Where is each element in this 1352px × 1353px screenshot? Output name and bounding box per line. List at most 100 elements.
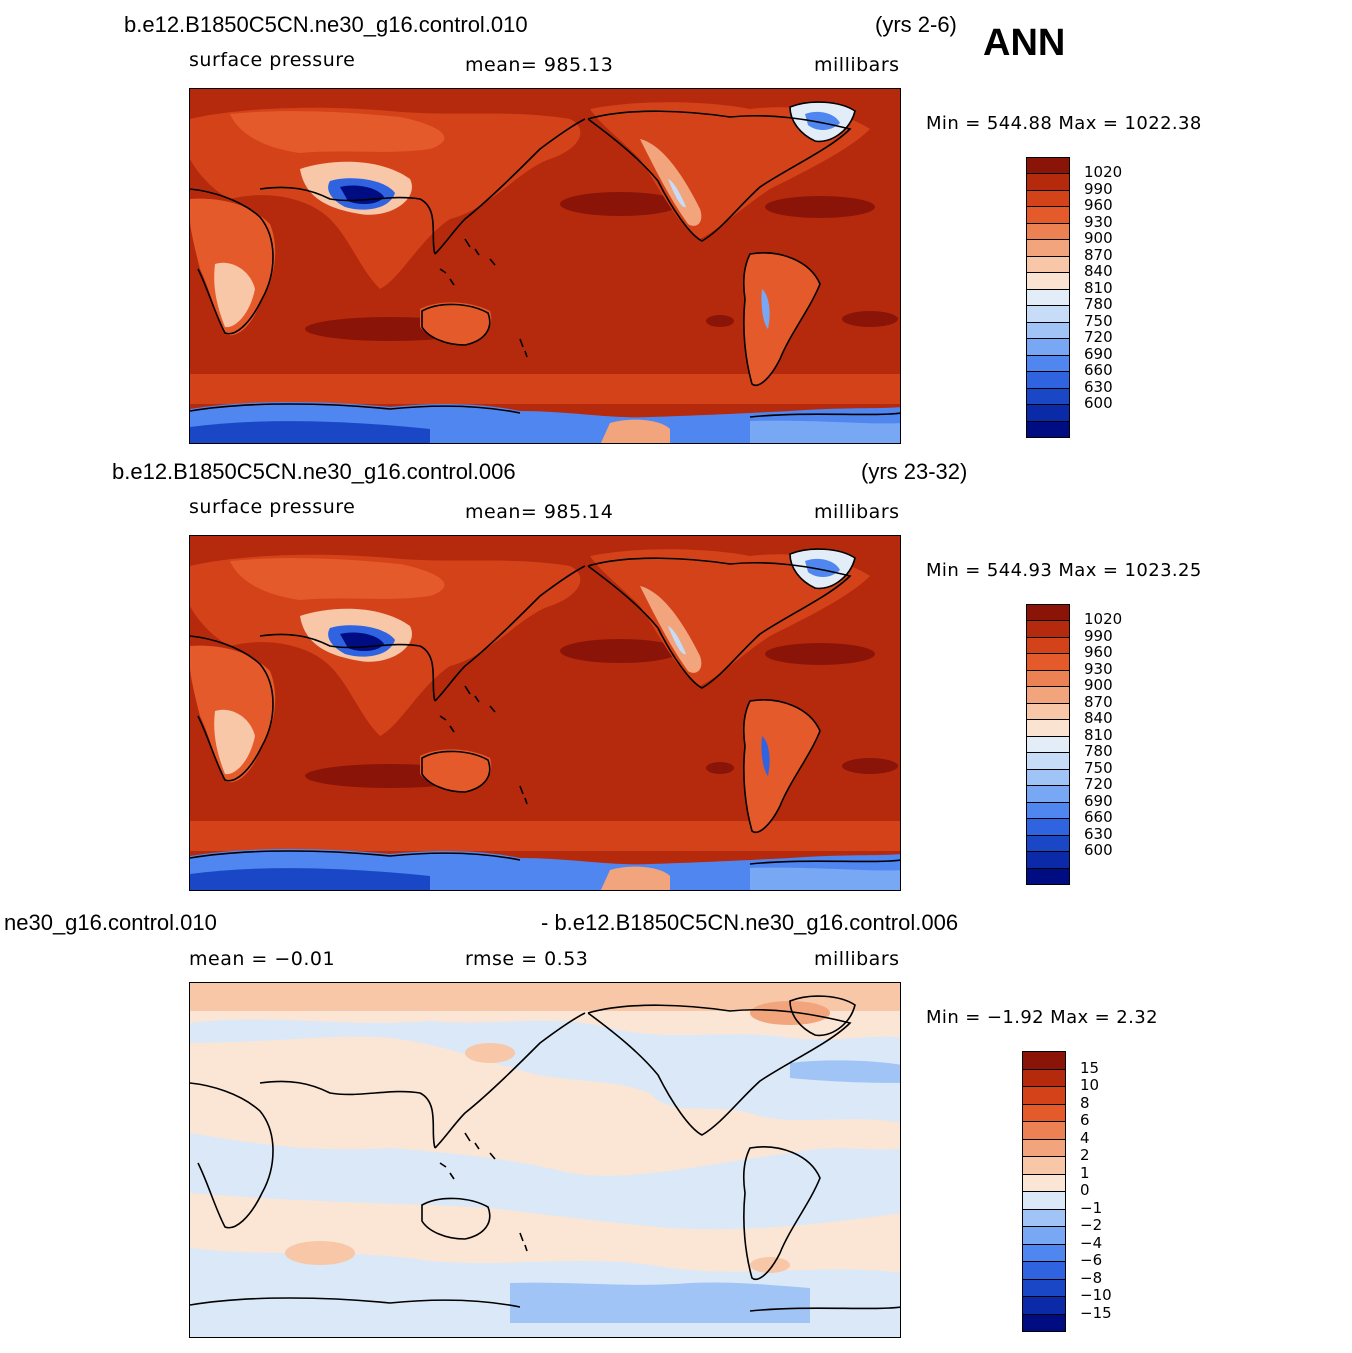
colorbar-label: −8 [1080,1268,1103,1287]
colorbar-box [1026,719,1070,737]
colorbar-label: 810 [1084,278,1113,297]
colorbar-box [1022,1208,1066,1227]
panel1-case-title: b.e12.B1850C5CN.ne30_g16.control.010 [124,12,528,37]
colorbar-box [1026,173,1070,191]
colorbar-label: 15 [1080,1058,1100,1077]
colorbar-box [1022,1261,1066,1280]
colorbar-box [1026,239,1070,257]
panel2-map [189,535,901,891]
colorbar-box [1022,1068,1066,1087]
colorbar-label: 840 [1084,262,1113,281]
colorbar-label: 1020 [1084,163,1123,182]
colorbar-label: 1020 [1084,610,1123,629]
colorbar-label: −2 [1080,1216,1103,1234]
colorbar-box [1026,354,1070,373]
colorbar-label: 990 [1084,179,1113,198]
colorbar-label: 840 [1084,709,1113,728]
colorbar-label: 6 [1080,1111,1090,1129]
panel1-mean: mean= 985.13 [465,54,614,76]
colorbar-label: 690 [1084,791,1113,810]
colorbar-box [1022,1313,1066,1332]
colorbar-label: 720 [1084,328,1113,347]
panel3-case-title-right: - b.e12.B1850C5CN.ne30_g16.control.006 [541,910,959,935]
colorbar-label: 750 [1084,758,1113,777]
panel1-years: (yrs 2-6) [875,12,957,37]
colorbar-box [1026,206,1070,224]
panel3-map [189,982,901,1338]
colorbar-label: 630 [1084,377,1113,396]
colorbar-label: 600 [1084,394,1113,413]
panel2-variable: surface pressure [189,496,356,518]
colorbar-box [1026,305,1070,323]
colorbar-label: 690 [1084,344,1113,363]
colorbar-label: 720 [1084,775,1113,794]
colorbar-box [1026,288,1070,307]
colorbar-box [1026,371,1070,389]
colorbar-label: 960 [1084,196,1113,215]
panel3-minmax: Min = −1.92 Max = 2.32 [926,1007,1158,1028]
colorbar-box [1026,157,1070,175]
colorbar-box [1026,686,1070,704]
colorbar-label: 780 [1084,295,1113,314]
season-label: ANN [983,22,1066,64]
colorbar-box [1022,1226,1066,1245]
colorbar-box [1022,1051,1066,1070]
colorbar-label: 2 [1080,1146,1090,1164]
colorbar-box [1026,867,1070,885]
colorbar-label: 600 [1084,841,1113,860]
colorbar-label: 990 [1084,626,1113,645]
colorbar-label: −15 [1080,1303,1112,1322]
panel2-mean: mean= 985.14 [465,501,614,523]
colorbar-box [1026,338,1070,356]
colorbar-box [1026,620,1070,638]
colorbar-box [1026,653,1070,671]
colorbar-label: 630 [1084,824,1113,843]
colorbar-box [1022,1191,1066,1210]
colorbar-label: 750 [1084,311,1113,330]
colorbar-box [1026,818,1070,836]
panel2-colorbar: 1020 990 960 930 900 870 840 810 780 750 720 690 660… [1026,604,1136,885]
colorbar-box [1022,1156,1066,1175]
panel3-rmse: rmse = 0.53 [465,948,589,970]
colorbar-box [1026,636,1070,655]
panel1-minmax: Min = 544.88 Max = 1022.38 [926,113,1202,134]
colorbar-label: 870 [1084,692,1113,711]
panel3-case-title-left: ne30_g16.control.010 [4,910,217,935]
colorbar-box [1026,785,1070,803]
colorbar-box [1026,735,1070,754]
colorbar-box [1022,1243,1066,1262]
panel1-map [189,88,901,444]
colorbar-box [1026,669,1070,688]
colorbar-box [1026,851,1070,869]
colorbar-label: 660 [1084,361,1113,380]
colorbar-label: 10 [1080,1076,1100,1094]
colorbar-label: 930 [1084,212,1113,231]
colorbar-label: 8 [1080,1093,1090,1112]
colorbar-box [1026,604,1070,622]
colorbar-box [1026,255,1070,274]
colorbar-box [1026,189,1070,208]
colorbar-label: −6 [1080,1251,1103,1269]
colorbar-label: 930 [1084,659,1113,678]
panel3-map-svg [190,983,900,1337]
colorbar-box [1022,1173,1066,1192]
panel2-units: millibars [814,501,900,523]
colorbar-box [1022,1138,1066,1157]
colorbar-label: 900 [1084,676,1113,695]
panel3-colorbar: 15 10 8 6 4 2 1 0 −1 −2 −4 −6 −8 −10 −15 [1022,1051,1132,1332]
colorbar-box [1022,1278,1066,1297]
colorbar-label: 780 [1084,742,1113,761]
colorbar-label: −10 [1080,1286,1112,1304]
colorbar-label: −4 [1080,1233,1103,1252]
colorbar-label: 870 [1084,245,1113,264]
colorbar-label: 960 [1084,643,1113,662]
panel2-minmax: Min = 544.93 Max = 1023.25 [926,560,1202,581]
colorbar-label: 1 [1080,1163,1090,1182]
colorbar-box [1026,272,1070,290]
panel3-units: millibars [814,948,900,970]
panel3-mean: mean = −0.01 [189,948,336,970]
panel1-units: millibars [814,54,900,76]
colorbar-box [1022,1103,1066,1122]
colorbar-label: −1 [1080,1198,1103,1217]
colorbar-label: 660 [1084,808,1113,827]
